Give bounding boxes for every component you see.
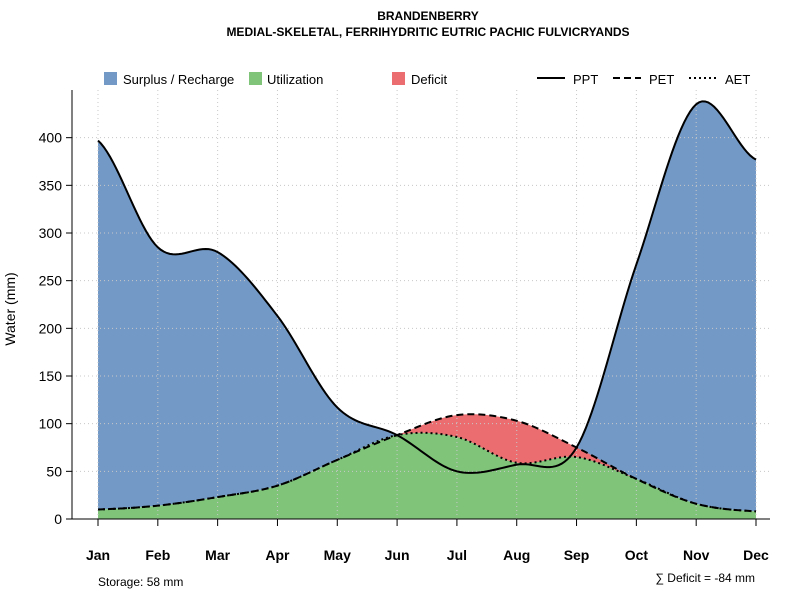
storage-annotation: Storage: 58 mm [98,575,183,589]
y-tick-label: 150 [39,368,63,384]
y-axis-title: Water (mm) [2,272,18,345]
legend-label-ppt: PPT [573,72,598,87]
ppt-line [97,100,757,474]
surplus-area [98,101,756,512]
y-tick-label: 200 [39,320,63,336]
x-tick-label: Jun [385,547,410,563]
legend-swatch-deficit [392,72,405,85]
y-tick-label: 400 [39,130,63,146]
x-tick-label: Jul [447,547,467,563]
legend-label-pet: PET [649,72,674,87]
legend-label-deficit: Deficit [411,72,448,87]
deficit-annotation: ∑ Deficit = -84 mm [655,571,755,585]
x-tick-label: Aug [503,547,530,563]
y-tick-label: 250 [39,273,63,289]
legend-swatch-surplus [104,72,117,85]
utilization-area [98,432,756,519]
legend-swatch-utilization [249,72,262,85]
chart-title: BRANDENBERRY [377,9,479,23]
x-tick-label: Feb [145,547,170,563]
y-tick-label: 100 [39,416,63,432]
y-tick-label: 0 [54,511,62,527]
y-tick-label: 350 [39,177,63,193]
x-tick-label: Oct [625,547,649,563]
x-tick-label: May [324,547,351,563]
legend-label-surplus: Surplus / Recharge [123,72,234,87]
chart-subtitle: MEDIAL-SKELETAL, FERRIHYDRITIC EUTRIC PA… [226,25,629,39]
legend-label-utilization: Utilization [267,72,323,87]
x-tick-label: Sep [564,547,590,563]
x-tick-label: Dec [743,547,769,563]
pet-line [97,413,757,513]
plot-area: 0 50 100 150 200 250 300 350 400 Jan Feb Mar Apr May J… [39,90,770,563]
x-tick-label: Nov [683,547,710,563]
x-tick-label: Jan [86,547,110,563]
y-tick-label: 50 [46,463,62,479]
legend: Surplus / Recharge Utilization Deficit P… [104,72,750,87]
x-tick-label: Apr [265,547,290,563]
legend-label-aet: AET [725,72,750,87]
x-tick-label: Mar [205,547,230,563]
y-tick-label: 300 [39,225,63,241]
